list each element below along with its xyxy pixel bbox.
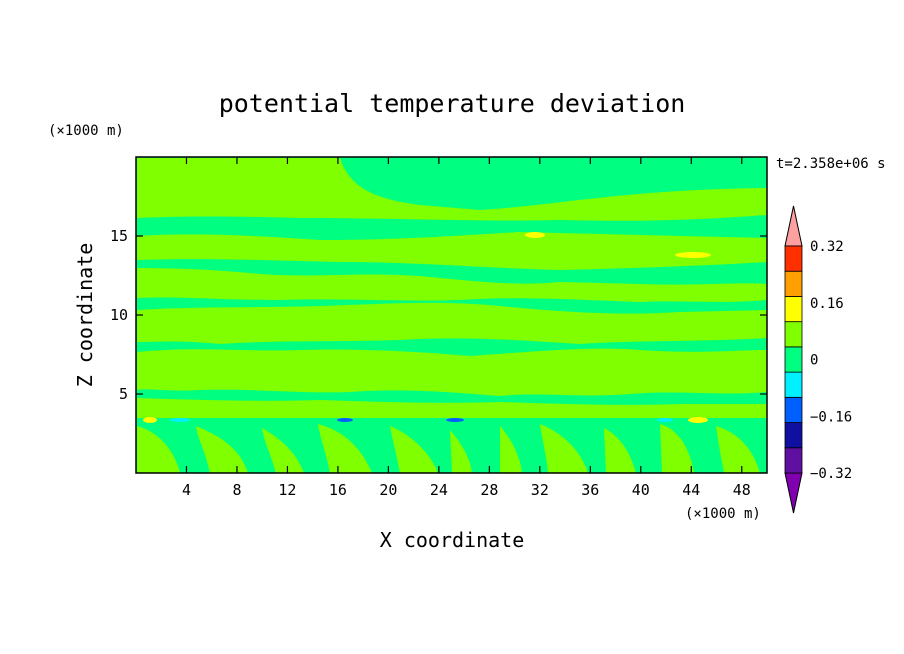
colorbar-tick-label: 0.32 bbox=[810, 239, 844, 255]
x-tick-label: 32 bbox=[531, 481, 549, 499]
positive-deviation-band bbox=[262, 428, 304, 473]
positive-deviation-band bbox=[540, 424, 588, 473]
positive-deviation-band bbox=[137, 348, 767, 396]
colorbar-extend-min bbox=[784, 472, 803, 514]
deviation-patch bbox=[688, 417, 708, 423]
x-tick-label: 8 bbox=[232, 481, 241, 499]
x-tick-label: 16 bbox=[329, 481, 347, 499]
x-tick-label: 36 bbox=[581, 481, 599, 499]
colorbar-segment bbox=[784, 245, 803, 272]
positive-deviation-band bbox=[137, 232, 767, 270]
x-tick-label: 4 bbox=[182, 481, 191, 499]
x-tick-label: 24 bbox=[430, 481, 448, 499]
positive-deviation-band bbox=[450, 430, 472, 473]
colorbar-segment bbox=[784, 296, 803, 323]
positive-deviation-band bbox=[500, 426, 522, 473]
x-tick-label: 48 bbox=[733, 481, 751, 499]
colorbar-segment bbox=[784, 371, 803, 398]
colorbar-segment bbox=[784, 321, 803, 348]
deviation-patch bbox=[675, 252, 711, 258]
colorbar-segment bbox=[784, 396, 803, 423]
x-tick-label: 20 bbox=[379, 481, 397, 499]
y-tick-label: 5 bbox=[119, 385, 128, 403]
chart-title: potential temperature deviation bbox=[219, 89, 686, 118]
positive-deviation-band bbox=[604, 428, 636, 473]
field-spots bbox=[143, 232, 711, 423]
colorbar: 0.32 0.16 0 −0.16 −0.32 bbox=[784, 205, 852, 514]
colorbar-tick-label: −0.32 bbox=[810, 466, 852, 482]
colorbar-segment bbox=[784, 422, 803, 449]
time-label: t=2.358e+06 s bbox=[776, 156, 886, 172]
positive-deviation-band bbox=[137, 268, 767, 302]
colorbar-tick-label: 0.16 bbox=[810, 296, 844, 312]
deviation-patch bbox=[525, 232, 545, 238]
x-tick-label: 40 bbox=[632, 481, 650, 499]
x-axis-label: X coordinate bbox=[380, 528, 525, 552]
y-unit-label: (×1000 m) bbox=[48, 123, 124, 139]
positive-deviation-band bbox=[716, 426, 760, 473]
deviation-patch bbox=[337, 418, 353, 422]
y-ticks: 5 10 15 bbox=[110, 227, 767, 403]
positive-deviation-band bbox=[318, 424, 372, 473]
deviation-patch bbox=[446, 418, 464, 422]
deviation-patch bbox=[170, 418, 190, 422]
positive-deviation-band bbox=[137, 158, 767, 221]
colorbar-segment bbox=[784, 270, 803, 297]
y-axis-label: Z coordinate bbox=[73, 243, 97, 388]
x-ticks: 4 8 12 16 20 24 28 32 36 40 44 48 bbox=[182, 157, 751, 499]
x-tick-label: 28 bbox=[480, 481, 498, 499]
deviation-patch bbox=[657, 418, 673, 422]
x-unit-label: (×1000 m) bbox=[685, 506, 761, 522]
colorbar-tick-label: −0.16 bbox=[810, 409, 852, 425]
colorbar-extend-max bbox=[784, 205, 803, 247]
deviation-patch bbox=[143, 417, 157, 423]
x-tick-label: 44 bbox=[682, 481, 700, 499]
positive-deviation-band bbox=[390, 426, 438, 473]
y-tick-label: 10 bbox=[110, 306, 128, 324]
colorbar-tick-label: 0 bbox=[810, 353, 818, 369]
positive-deviation-band bbox=[196, 426, 248, 473]
y-tick-label: 15 bbox=[110, 227, 128, 245]
positive-deviation-band bbox=[137, 302, 767, 344]
positive-deviation-band bbox=[137, 398, 767, 418]
colorbar-segment bbox=[784, 346, 803, 373]
x-tick-label: 12 bbox=[278, 481, 296, 499]
positive-deviation-band bbox=[660, 424, 694, 473]
field-bands bbox=[137, 158, 767, 473]
colorbar-segment bbox=[784, 447, 803, 474]
positive-deviation-band bbox=[137, 426, 180, 473]
